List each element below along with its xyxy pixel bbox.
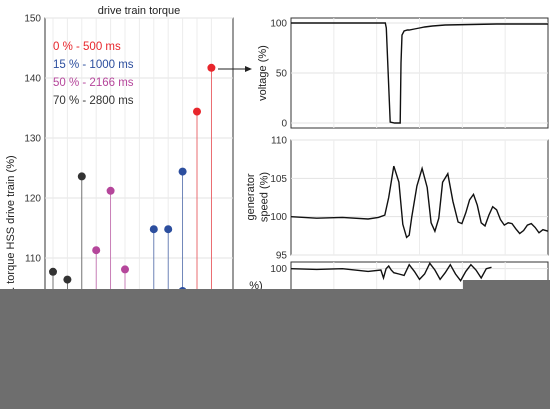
stem-point — [149, 225, 158, 234]
stem-point — [92, 246, 101, 255]
stem-chart-y-tick-label: 130 — [24, 134, 41, 145]
voltage-series-line — [291, 22, 548, 124]
stem-chart-y-tick-label: 140 — [24, 74, 41, 85]
stem-chart-y-ticks: 110 120 130 140 150 — [24, 14, 41, 265]
y-tick-label: 100 — [270, 19, 287, 30]
stem-point — [164, 225, 173, 234]
voltage-panel-y-ticks: 0 50 100 — [270, 19, 287, 130]
stem-chart-legend: 0 % - 500 ms 15 % - 1000 ms 50 % - 2166 ms… — [53, 41, 134, 107]
voltage-panel: 0 50 100 voltage (%) — [257, 17, 549, 130]
stem-chart-y-tick-label: 110 — [25, 254, 41, 265]
occlusion-block-bottom — [0, 289, 550, 409]
y-tick-label: 95 — [276, 251, 288, 262]
legend-entry: 50 % - 2166 ms — [53, 77, 134, 89]
legend-entry: 0 % - 500 ms — [53, 41, 121, 53]
legend-entry: 15 % - 1000 ms — [53, 59, 134, 71]
stem-chart-y-label: max. torque HSS drive train (%) — [5, 155, 17, 310]
label-line-2: speed (%) — [259, 172, 271, 222]
occlusion-block-right — [463, 280, 550, 292]
stem-point — [193, 107, 201, 116]
stem-point — [77, 172, 86, 181]
stem-chart-y-tick-label: 150 — [24, 14, 41, 25]
y-tick-label: 50 — [276, 69, 288, 80]
y-tick-label: 0 — [281, 119, 287, 130]
label-line-1: generator — [245, 173, 257, 220]
stem-point — [178, 167, 187, 176]
y-tick-label: 105 — [270, 174, 287, 185]
stem-point — [49, 267, 57, 276]
callout-arrow — [218, 66, 252, 72]
legend-entry: 70 % - 2800 ms — [53, 95, 134, 107]
stem-chart-y-tick-label: 120 — [24, 194, 41, 205]
generator-speed-panel-y-ticks: 95 100 105 110 — [270, 136, 287, 262]
third-panel-series-line — [290, 261, 492, 282]
voltage-panel-y-label: voltage (%) — [257, 45, 269, 101]
generator-speed-panel-grid — [291, 139, 548, 256]
stem-point — [121, 265, 129, 274]
stem-point — [207, 63, 216, 72]
stem-chart-title: drive train torque — [98, 5, 181, 17]
y-tick-label: 110 — [271, 136, 287, 147]
y-tick-label: 100 — [270, 264, 287, 275]
generator-speed-series-line — [290, 165, 549, 239]
y-tick-label: 100 — [270, 212, 287, 223]
third-panel-y-ticks: 100 — [270, 264, 287, 275]
stem-point — [63, 275, 72, 284]
generator-speed-panel-y-label: generator speed (%) — [245, 172, 271, 222]
generator-speed-panel: 95 100 105 110 generator speed (%) — [245, 136, 549, 262]
stem-point — [106, 186, 115, 195]
